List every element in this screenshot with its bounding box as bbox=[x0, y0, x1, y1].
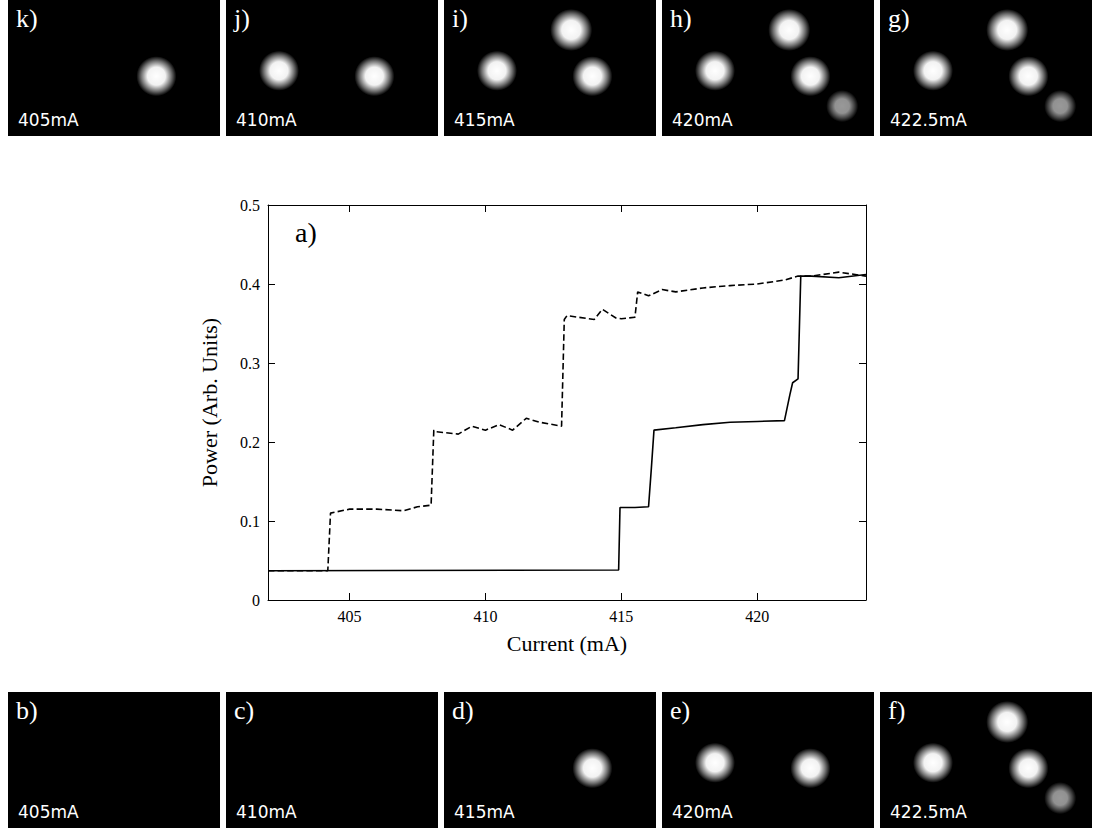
html-text:415mA: 415mA bbox=[454, 802, 515, 822]
svg-text:0.5: 0.5 bbox=[240, 197, 260, 214]
svg-text:a): a) bbox=[295, 217, 317, 248]
svg-text:405: 405 bbox=[338, 608, 362, 625]
html-text:k): k) bbox=[16, 4, 38, 33]
html-text:d): d) bbox=[452, 696, 474, 725]
svg-text:0.1: 0.1 bbox=[240, 513, 260, 530]
html-text:f): f) bbox=[888, 696, 906, 725]
svg-text:0.4: 0.4 bbox=[240, 276, 260, 293]
html-text:420mA: 420mA bbox=[672, 110, 733, 130]
html-text:h): h) bbox=[670, 4, 692, 33]
svg-text:410: 410 bbox=[473, 608, 497, 625]
html-text:422.5mA: 422.5mA bbox=[890, 802, 967, 822]
html-text:410mA: 410mA bbox=[236, 110, 297, 130]
svg-text:0.3: 0.3 bbox=[240, 355, 260, 372]
html-text:422.5mA: 422.5mA bbox=[890, 110, 967, 130]
svg-text:420: 420 bbox=[745, 608, 769, 625]
html-text:i): i) bbox=[452, 4, 468, 33]
html-text:405mA: 405mA bbox=[18, 802, 79, 822]
svg-text:0: 0 bbox=[252, 592, 260, 609]
html-text:b): b) bbox=[16, 696, 38, 725]
html-text:j): j) bbox=[234, 4, 250, 33]
svg-text:415: 415 bbox=[609, 608, 633, 625]
svg-text:Power (Arb. Units): Power (Arb. Units) bbox=[197, 318, 222, 487]
html-text:c): c) bbox=[234, 696, 255, 725]
html-text:420mA: 420mA bbox=[672, 802, 733, 822]
html-text:e): e) bbox=[670, 696, 691, 725]
svg-text:Current (mA): Current (mA) bbox=[507, 631, 627, 656]
html-text:405mA: 405mA bbox=[18, 110, 79, 130]
html-text:410mA: 410mA bbox=[236, 802, 297, 822]
html-text:415mA: 415mA bbox=[454, 110, 515, 130]
svg-text:0.2: 0.2 bbox=[240, 434, 260, 451]
html-text:g): g) bbox=[888, 4, 910, 33]
